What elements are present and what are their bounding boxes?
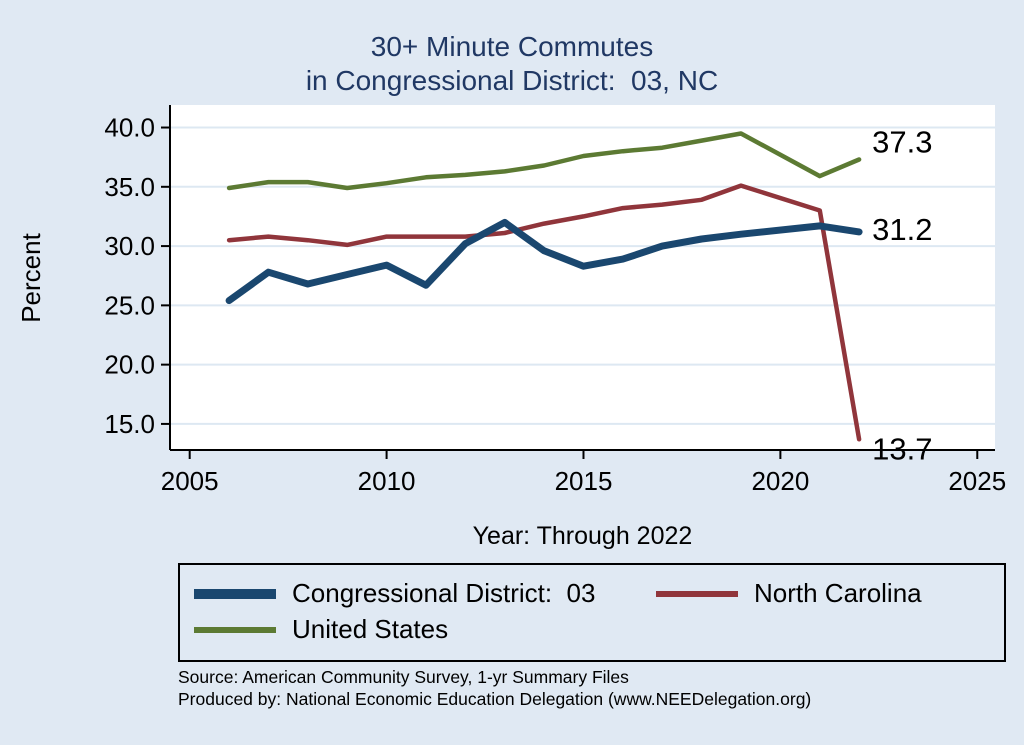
series-line-district-03 — [225, 218, 863, 305]
y-tick-label: 15.0 — [104, 409, 155, 439]
legend-row-1: Congressional District: 03 North Carolin… — [194, 578, 990, 609]
series-line-united-states — [226, 131, 862, 191]
produced-by-line: Produced by: National Economic Education… — [178, 689, 812, 709]
series-line-north-carolina — [226, 183, 862, 442]
chart-title-line1: 30+ Minute Commutes — [370, 31, 654, 62]
legend-row-2: United States — [194, 614, 990, 645]
x-axis-title: Year: Through 2022 — [472, 522, 693, 550]
y-tick-label: 40.0 — [104, 113, 155, 143]
legend-item-united-states: United States — [194, 614, 448, 645]
legend-label-north-carolina: North Carolina — [754, 578, 922, 608]
legend-label-district-03: Congressional District: 03 — [292, 578, 596, 608]
end-value-label: 31.2 — [872, 212, 932, 247]
legend-swatch-2 — [194, 626, 276, 633]
legend-swatch-1 — [656, 590, 738, 597]
chart-title: 30+ Minute Commutes in Congressional Dis… — [0, 30, 1024, 98]
y-tick-label: 20.0 — [104, 350, 155, 380]
y-tick-label: 25.0 — [104, 290, 155, 320]
end-value-label: 13.7 — [872, 431, 932, 466]
legend: Congressional District: 03 North Carolin… — [178, 563, 1006, 662]
legend-item-district-03: Congressional District: 03 — [194, 578, 656, 609]
x-tick-label: 2010 — [358, 466, 416, 496]
legend-label-united-states: United States — [292, 614, 449, 644]
source-block: Source: American Community Survey, 1-yr … — [178, 666, 998, 710]
legend-item-north-carolina: North Carolina — [656, 578, 922, 609]
x-tick-label: 2020 — [751, 466, 809, 496]
x-tick-label: 2015 — [555, 466, 613, 496]
x-tick-label: 2025 — [948, 466, 1006, 496]
end-value-label: 37.3 — [872, 124, 932, 159]
y-tick-label: 35.0 — [104, 172, 155, 202]
x-tick-label: 2005 — [161, 466, 219, 496]
chart-title-line2: in Congressional District: 03, NC — [305, 65, 719, 96]
legend-swatch-0 — [194, 588, 276, 599]
source-line: Source: American Community Survey, 1-yr … — [178, 667, 629, 687]
y-axis-title: Percent — [16, 232, 46, 322]
y-tick-label: 30.0 — [104, 231, 155, 261]
